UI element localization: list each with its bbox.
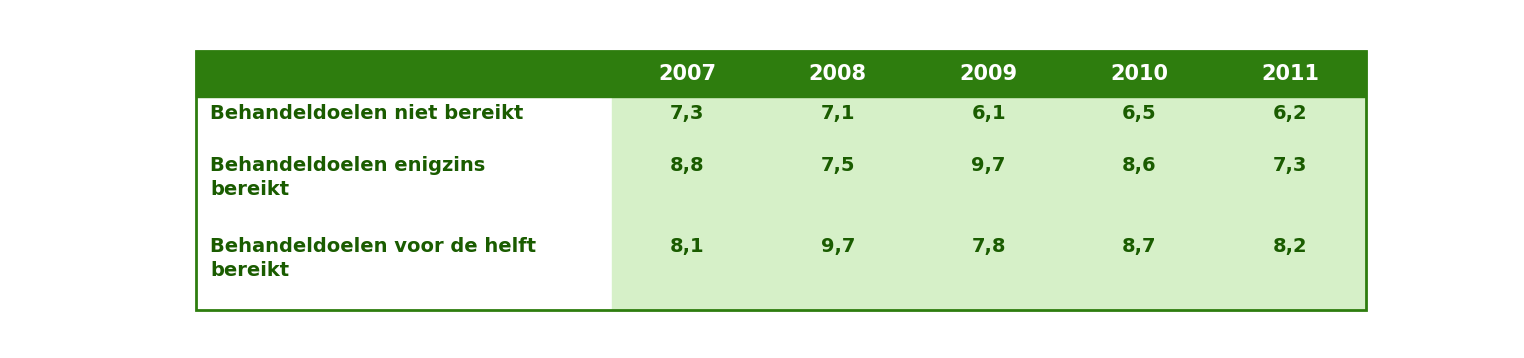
- Text: 6,1: 6,1: [971, 104, 1006, 124]
- Text: 9,7: 9,7: [971, 156, 1006, 175]
- Text: 7,8: 7,8: [971, 237, 1006, 256]
- Text: Behandeldoelen voor de helft
bereikt: Behandeldoelen voor de helft bereikt: [210, 237, 536, 280]
- Text: 6,5: 6,5: [1122, 104, 1157, 124]
- Text: Behandeldoelen niet bereikt: Behandeldoelen niet bereikt: [210, 104, 524, 124]
- Text: 6,2: 6,2: [1273, 104, 1308, 124]
- Text: 2008: 2008: [809, 64, 867, 84]
- Text: 7,3: 7,3: [1273, 156, 1308, 175]
- Text: 8,8: 8,8: [669, 156, 704, 175]
- Text: 2011: 2011: [1262, 64, 1320, 84]
- Text: 7,3: 7,3: [669, 104, 704, 124]
- Text: 8,6: 8,6: [1122, 156, 1157, 175]
- Text: Behandeldoelen enigzins
bereikt: Behandeldoelen enigzins bereikt: [210, 156, 486, 199]
- Bar: [197, 51, 1366, 97]
- Bar: [611, 97, 1366, 310]
- Text: 8,2: 8,2: [1273, 237, 1308, 256]
- Text: 2007: 2007: [658, 64, 716, 84]
- Text: 8,1: 8,1: [669, 237, 704, 256]
- Text: 2010: 2010: [1111, 64, 1169, 84]
- Text: 9,7: 9,7: [820, 237, 855, 256]
- Text: 8,7: 8,7: [1122, 237, 1157, 256]
- Text: 7,5: 7,5: [820, 156, 855, 175]
- Text: 2009: 2009: [960, 64, 1018, 84]
- Text: 7,1: 7,1: [820, 104, 855, 124]
- Bar: [197, 97, 611, 310]
